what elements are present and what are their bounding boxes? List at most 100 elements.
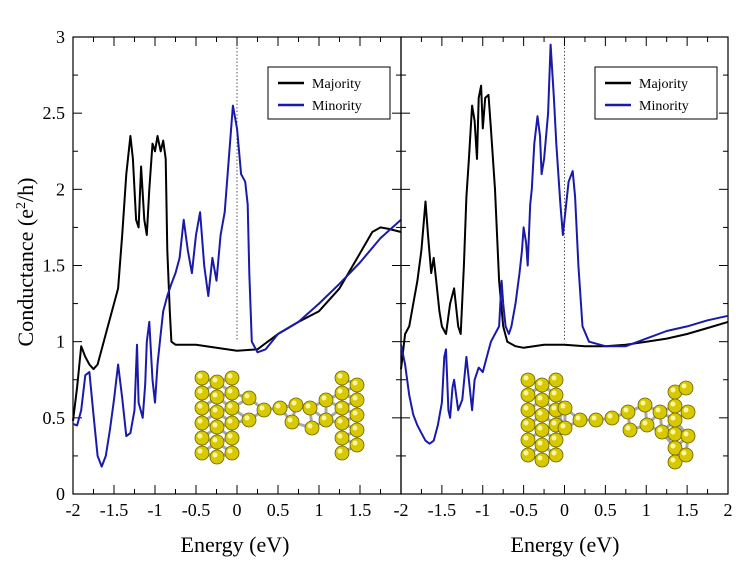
atom-highlight	[670, 415, 676, 421]
atom	[654, 424, 670, 440]
atom	[678, 380, 694, 396]
atom-highlight	[551, 390, 557, 396]
atom	[534, 452, 550, 468]
atom-highlight	[259, 405, 265, 411]
atom	[304, 420, 320, 436]
atom-highlight	[655, 407, 661, 413]
atom	[548, 447, 564, 463]
atom	[224, 430, 240, 446]
atom-highlight	[337, 448, 343, 454]
legend-label-minority: Minority	[312, 99, 362, 114]
atom-highlight	[197, 388, 203, 394]
atom	[520, 447, 536, 463]
atom-highlight	[197, 448, 203, 454]
atom	[349, 377, 365, 393]
atom	[534, 437, 550, 453]
atom	[272, 400, 288, 416]
atom-highlight	[352, 410, 358, 416]
atom-highlight	[337, 403, 343, 409]
atom	[224, 445, 240, 461]
atom-highlight	[670, 457, 676, 463]
atom-highlight	[244, 393, 250, 399]
atom	[284, 414, 300, 430]
x-tick-label: 2	[724, 500, 733, 520]
atom-highlight	[537, 455, 543, 461]
x-tick-label: 0.5	[267, 500, 290, 520]
x-tick-label: 1	[642, 500, 651, 520]
atom-highlight	[575, 415, 581, 421]
atom	[572, 412, 588, 428]
atom	[194, 370, 210, 386]
atom-highlight	[337, 418, 343, 424]
atom-highlight	[560, 403, 566, 409]
atom	[349, 407, 365, 423]
atom	[334, 370, 350, 386]
legend-box	[594, 66, 718, 120]
atom-highlight	[212, 392, 218, 398]
atom	[548, 387, 564, 403]
x-tick-label: -1	[148, 500, 163, 520]
atom	[557, 400, 573, 416]
atom-highlight	[607, 413, 613, 419]
atom	[534, 422, 550, 438]
atom-highlight	[670, 387, 676, 393]
x-axis-label-right: Energy (eV)	[511, 532, 620, 557]
y-tick-label: 2.5	[43, 103, 66, 123]
atom-highlight	[352, 380, 358, 386]
atom-highlight	[657, 427, 663, 433]
y-axis-label: Conductance (e2/h)	[13, 178, 38, 347]
atom	[334, 430, 350, 446]
x-tick-label: -1	[475, 500, 490, 520]
x-tick-label: 0.5	[594, 500, 617, 520]
atom	[680, 428, 696, 444]
atom	[349, 422, 365, 438]
legend-label-minority: Minority	[639, 99, 689, 114]
x-tick-label: 0	[233, 500, 242, 520]
atom-highlight	[625, 425, 631, 431]
atom	[224, 385, 240, 401]
atom	[334, 445, 350, 461]
atom-highlight	[337, 433, 343, 439]
atom-highlight	[591, 415, 597, 421]
atom	[620, 404, 636, 420]
atoms	[520, 372, 696, 470]
atom	[588, 412, 604, 428]
series-line-majority	[400, 84, 729, 370]
atom	[557, 420, 573, 436]
y-tick-label: 0.5	[43, 408, 66, 428]
atom-highlight	[642, 420, 648, 426]
atom	[520, 432, 536, 448]
atom	[194, 400, 210, 416]
atom	[318, 412, 334, 428]
atom	[667, 398, 683, 414]
atom-highlight	[551, 435, 557, 441]
atom	[637, 397, 653, 413]
nanowire-junction-structure-left	[194, 370, 365, 465]
atoms	[194, 370, 365, 465]
atom	[209, 389, 225, 405]
x-tick-label: -2	[394, 500, 409, 520]
atom	[548, 432, 564, 448]
atom	[622, 422, 638, 438]
atom-highlight	[212, 377, 218, 383]
atom-highlight	[352, 425, 358, 431]
atom	[209, 419, 225, 435]
atom	[520, 402, 536, 418]
y-tick-label: 1	[56, 332, 65, 352]
atom-highlight	[352, 395, 358, 401]
atom-highlight	[640, 400, 646, 406]
atom-highlight	[623, 407, 629, 413]
atom	[209, 449, 225, 465]
atom-highlight	[683, 407, 689, 413]
atom	[241, 390, 257, 406]
atom	[520, 387, 536, 403]
atom-highlight	[321, 395, 327, 401]
atom-highlight	[227, 373, 233, 379]
atom-highlight	[537, 425, 543, 431]
atom-highlight	[227, 433, 233, 439]
y-tick-label: 2	[56, 179, 65, 199]
atom-highlight	[305, 403, 311, 409]
x-tick-label: 0	[560, 500, 569, 520]
atom-highlight	[197, 373, 203, 379]
